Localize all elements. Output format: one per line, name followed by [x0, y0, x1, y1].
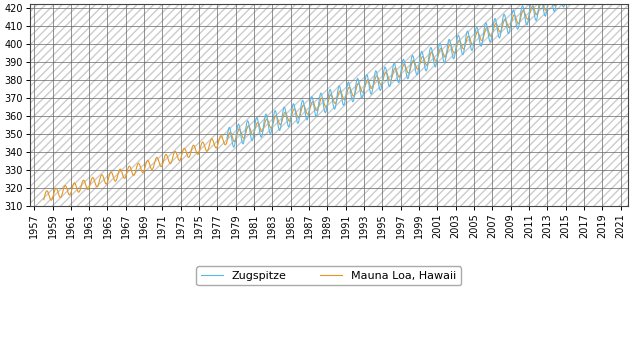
Line: Zugspitze: Zugspitze: [227, 0, 627, 147]
Mauna Loa, Hawaii: [370, 80, 378, 84]
Mauna Loa, Hawaii: [416, 64, 423, 68]
Zugspitze: [358, 95, 365, 99]
Mauna Loa, Hawaii: [255, 122, 263, 127]
Mauna Loa, Hawaii: [40, 197, 47, 202]
Mauna Loa, Hawaii: [179, 147, 187, 151]
Zugspitze: [369, 86, 377, 91]
Legend: Zugspitze, Mauna Loa, Hawaii: Zugspitze, Mauna Loa, Hawaii: [197, 267, 461, 285]
Zugspitze: [310, 99, 317, 104]
Mauna Loa, Hawaii: [233, 136, 240, 141]
Mauna Loa, Hawaii: [68, 190, 75, 194]
Zugspitze: [223, 137, 231, 141]
Zugspitze: [337, 88, 344, 93]
Zugspitze: [230, 145, 238, 149]
Mauna Loa, Hawaii: [47, 198, 55, 202]
Line: Mauna Loa, Hawaii: Mauna Loa, Hawaii: [44, 0, 627, 200]
Zugspitze: [315, 97, 323, 101]
